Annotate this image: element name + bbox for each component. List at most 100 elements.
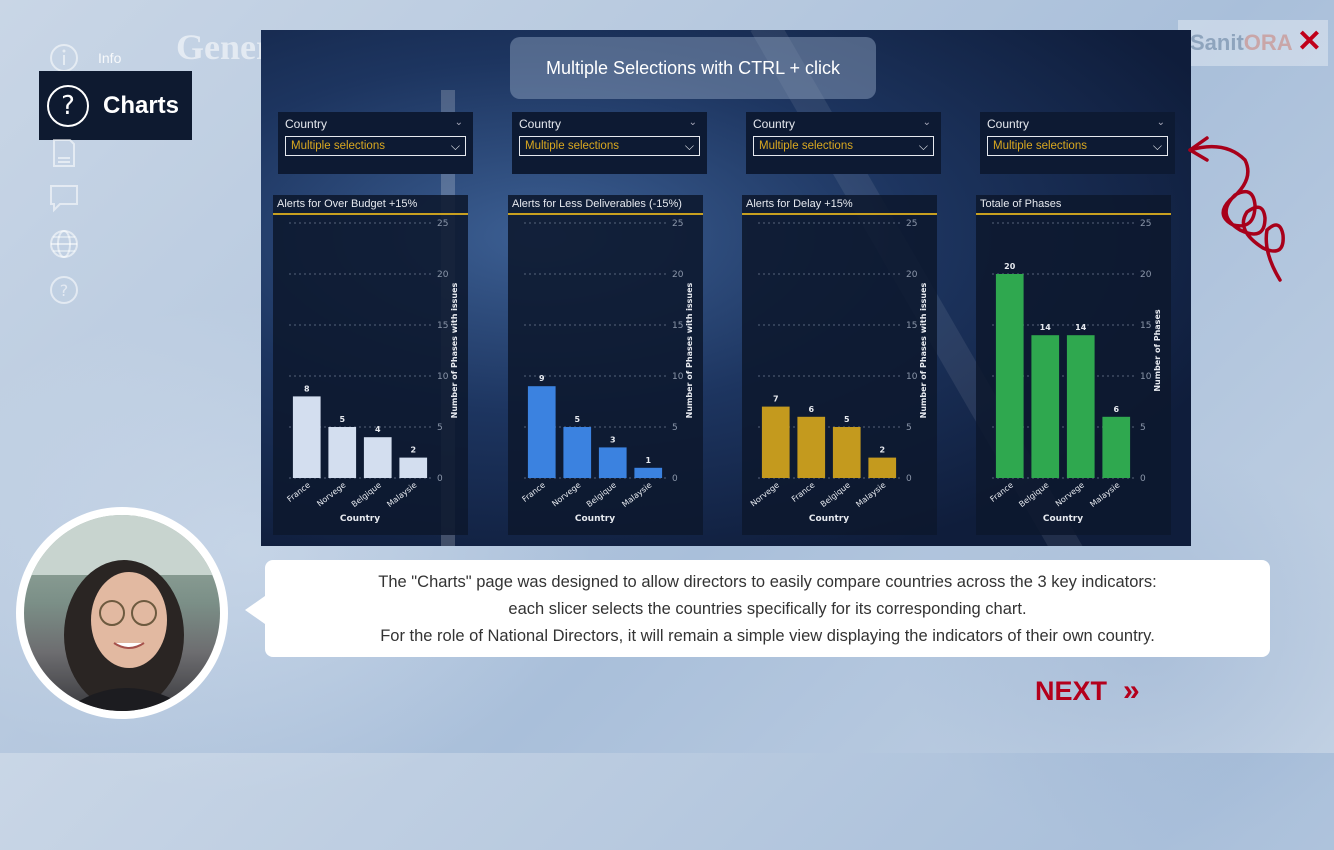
chart-title: Alerts for Delay +15% [742, 195, 937, 215]
bar [363, 437, 392, 478]
narration-line: each slicer selects the countries specif… [508, 600, 1027, 618]
close-icon[interactable]: ✕ [1296, 25, 1322, 58]
y-tick-label: 10 [906, 372, 918, 382]
y-tick-label: 5 [906, 423, 912, 433]
slicer-title: Country [519, 117, 562, 131]
data-label: 5 [339, 415, 345, 424]
bar [634, 467, 663, 478]
country-slicer[interactable]: Country ⌄ Multiple selections ⌵ [278, 112, 473, 174]
chevron-up-icon[interactable]: ⌄ [1156, 117, 1165, 128]
y-tick-label: 5 [1140, 423, 1146, 433]
bar [995, 274, 1024, 478]
y-tick-label: 0 [906, 474, 912, 484]
chart-less-deliverables: Alerts for Less Deliverables (-15%) 0 5 10… [508, 195, 703, 535]
y-tick-label: 15 [906, 321, 917, 331]
data-label: 1 [645, 456, 651, 465]
question-circle-icon: ? [47, 84, 89, 127]
y-tick-label: 15 [672, 321, 683, 331]
x-tick-label: Malaysie [1088, 480, 1121, 509]
bar [563, 427, 592, 478]
y-axis-label: Number of Phases with issues [919, 282, 928, 418]
bar [832, 427, 861, 478]
x-tick-label: Norvege [315, 480, 347, 508]
info-label[interactable]: Info [98, 50, 122, 66]
y-tick-label: 20 [672, 270, 684, 280]
data-label: 9 [539, 374, 545, 383]
y-tick-label: 25 [672, 219, 683, 229]
chart-over-budget: Alerts for Over Budget +15% 0 5 10 15 20 25 Nu… [273, 195, 468, 535]
data-label: 4 [375, 425, 381, 434]
bar [598, 447, 627, 478]
x-tick-label: Malaysie [854, 480, 887, 509]
bar [797, 416, 826, 478]
chevron-up-icon[interactable]: ⌄ [688, 117, 697, 128]
y-tick-label: 10 [437, 372, 449, 382]
bar [328, 427, 357, 478]
y-tick-label: 20 [1140, 270, 1152, 280]
sidebar-item-charts[interactable]: ? Charts [39, 71, 192, 140]
bar [399, 457, 428, 478]
country-slicer[interactable]: Country ⌄ Multiple selections ⌵ [980, 112, 1175, 174]
chat-icon[interactable] [48, 182, 80, 214]
question-icon[interactable]: ? [48, 274, 80, 306]
chevron-up-icon[interactable]: ⌄ [922, 117, 931, 128]
globe-icon[interactable] [48, 228, 80, 260]
x-tick-label: Belgique [819, 480, 852, 509]
data-label: 8 [304, 384, 310, 393]
bar [1066, 335, 1095, 478]
chart-total-phases: Totale of Phases 0 5 10 15 20 25 Number of Pha… [976, 195, 1171, 535]
slicer-title: Country [987, 117, 1030, 131]
y-axis-label: Number of Phases with issues [450, 282, 459, 418]
sidebar-item-label: Charts [103, 91, 180, 119]
chevron-down-icon: ⌵ [450, 138, 460, 153]
slicer-dropdown[interactable]: Multiple selections ⌵ [753, 136, 934, 156]
ctrl-click-tooltip: Multiple Selections with CTRL + click [510, 37, 876, 99]
y-tick-label: 15 [1140, 321, 1151, 331]
chevron-down-icon: ⌵ [1152, 138, 1162, 153]
y-tick-label: 25 [437, 219, 448, 229]
svg-text:?: ? [60, 281, 69, 300]
narration-line: The "Charts" page was designed to allow … [378, 573, 1157, 591]
dashboard-panel: Multiple Selections with CTRL + click Co… [261, 30, 1191, 546]
y-tick-label: 0 [1140, 474, 1146, 484]
bar [1031, 335, 1060, 478]
chart-delay: Alerts for Delay +15% 0 5 10 15 20 25 Number o… [742, 195, 937, 535]
document-icon[interactable] [48, 138, 80, 170]
narration-line: For the role of National Directors, it w… [380, 627, 1155, 645]
y-tick-label: 15 [437, 321, 448, 331]
bar [292, 396, 321, 478]
y-tick-label: 5 [672, 423, 678, 433]
background-heading-fragment: Gener [176, 27, 272, 67]
x-tick-label: Belgique [1017, 480, 1050, 509]
y-tick-label: 25 [1140, 219, 1151, 229]
y-tick-label: 0 [437, 474, 443, 484]
slicer-dropdown[interactable]: Multiple selections ⌵ [519, 136, 700, 156]
presenter-avatar [16, 507, 228, 719]
chart-title: Totale of Phases [976, 195, 1171, 215]
y-tick-label: 10 [672, 372, 684, 382]
bar [527, 386, 556, 478]
country-slicer[interactable]: Country ⌄ Multiple selections ⌵ [746, 112, 941, 174]
next-button[interactable]: NEXT » [1035, 674, 1140, 708]
data-label: 2 [879, 446, 885, 455]
slicer-dropdown[interactable]: Multiple selections ⌵ [987, 136, 1168, 156]
x-tick-label: Norvege [550, 480, 582, 508]
x-tick-label: France [988, 480, 1015, 504]
chevron-up-icon[interactable]: ⌄ [454, 117, 463, 128]
country-slicer[interactable]: Country ⌄ Multiple selections ⌵ [512, 112, 707, 174]
slicer-dropdown[interactable]: Multiple selections ⌵ [285, 136, 466, 156]
bar-chart-svg: 0 5 10 15 20 25 Number of Phases 20 France 14 Belg… [988, 219, 1162, 524]
y-tick-label: 10 [1140, 372, 1152, 382]
chart-title: Alerts for Over Budget +15% [273, 195, 468, 215]
data-label: 3 [610, 435, 616, 444]
y-tick-label: 0 [672, 474, 678, 484]
slicer-title: Country [285, 117, 328, 131]
data-label: 6 [1113, 405, 1119, 414]
x-axis-label: Country [575, 514, 615, 524]
info-icon[interactable] [48, 42, 80, 74]
bar [761, 406, 790, 478]
y-axis-label: Number of Phases [1153, 309, 1162, 392]
